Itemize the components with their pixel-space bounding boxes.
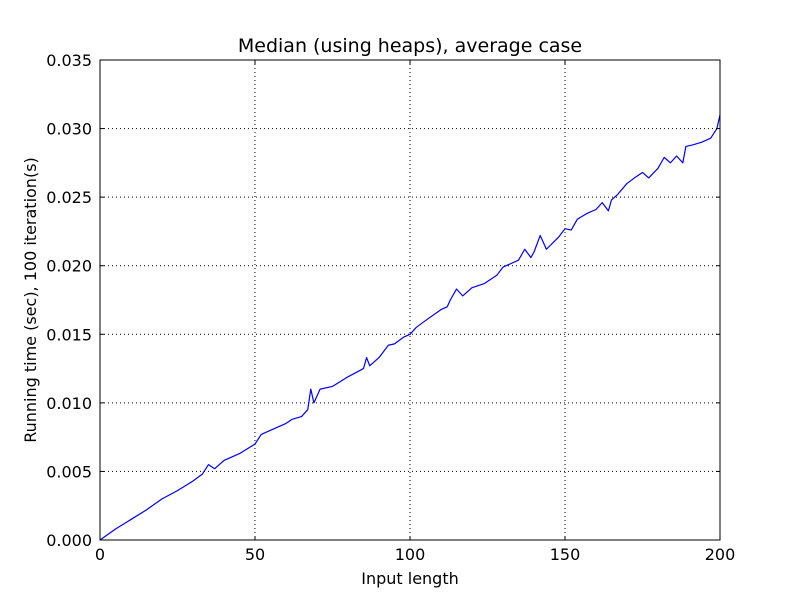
y-tick-label: 0.015 xyxy=(46,325,92,344)
x-tick-label: 0 xyxy=(95,545,105,564)
y-tick-label: 0.000 xyxy=(46,531,92,550)
series-line xyxy=(99,114,721,541)
y-tick-label: 0.035 xyxy=(46,51,92,70)
y-tick-label: 0.005 xyxy=(46,462,92,481)
y-axis-title: Running time (sec), 100 iteration(s) xyxy=(21,157,40,443)
chart-title: Median (using heaps), average case xyxy=(238,35,582,57)
line-layer xyxy=(99,114,721,541)
tick-layer: 0 50 100 150 200 0.000 0.005 0.010 0.015 0.020 0.0… xyxy=(46,51,735,564)
y-tick-label: 0.020 xyxy=(46,257,92,276)
x-tick-label: 200 xyxy=(705,545,736,564)
y-tick-label: 0.025 xyxy=(46,188,92,207)
x-axis-title: Input length xyxy=(361,569,459,588)
x-tick-label: 50 xyxy=(245,545,265,564)
x-tick-label: 100 xyxy=(395,545,426,564)
x-tick-label: 150 xyxy=(550,545,581,564)
y-tick-label: 0.010 xyxy=(46,394,92,413)
y-tick-label: 0.030 xyxy=(46,120,92,139)
